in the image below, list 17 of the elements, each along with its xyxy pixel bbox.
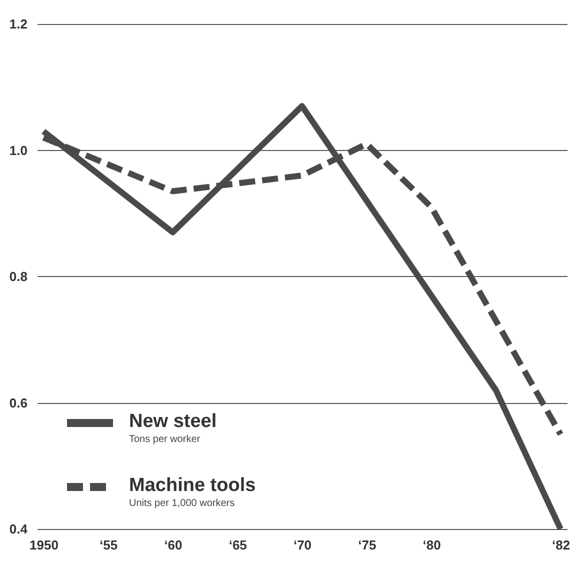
legend-label: New steel bbox=[129, 411, 217, 432]
x-tick-label: ‘60 bbox=[164, 538, 182, 552]
x-tick-label: ‘75 bbox=[358, 538, 376, 552]
y-tick-label: 1.2 bbox=[9, 16, 28, 32]
x-tick-label: ‘70 bbox=[293, 538, 312, 552]
x-tick-label: ‘65 bbox=[228, 538, 247, 552]
y-tick-label: 1.0 bbox=[9, 142, 28, 158]
y-tick-label: 0.4 bbox=[9, 522, 28, 536]
annotation: Units per 1,000 workers bbox=[129, 498, 235, 509]
y-tick-label: 0.6 bbox=[9, 395, 28, 410]
annotation: Tons per worker bbox=[129, 434, 201, 445]
x-tick-label: ‘55 bbox=[100, 538, 118, 552]
x-tick-label: ‘80 bbox=[422, 538, 441, 552]
x-tick-label: ‘82 bbox=[552, 538, 570, 552]
x-tick-label: 1950 bbox=[30, 538, 58, 552]
legend-label: Machine tools bbox=[129, 475, 256, 496]
y-tick-label: 0.8 bbox=[9, 269, 28, 284]
